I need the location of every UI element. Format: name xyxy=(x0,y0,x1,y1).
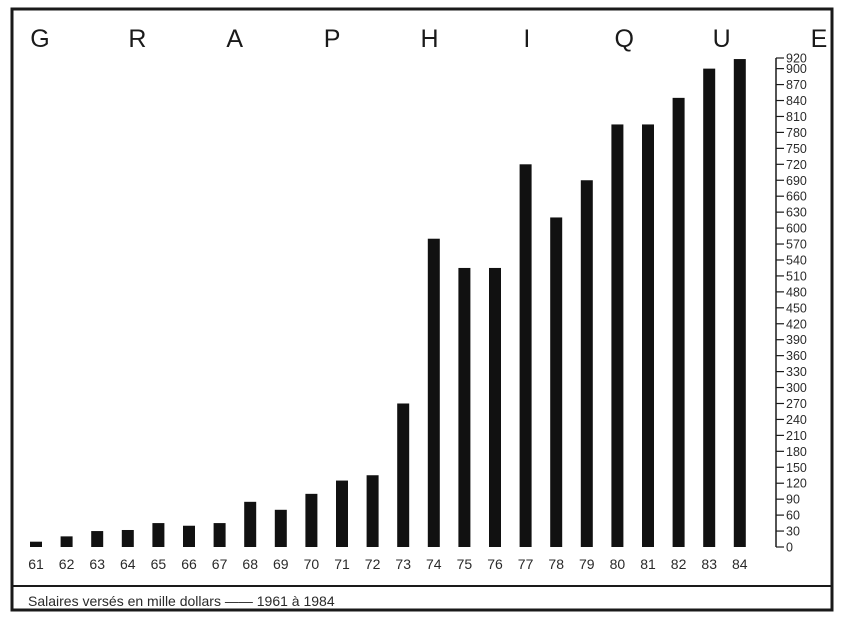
y-tick-label: 0 xyxy=(786,541,793,555)
y-tick-label: 480 xyxy=(786,285,807,299)
title-letter: U xyxy=(713,25,731,53)
x-tick-label: 80 xyxy=(610,556,626,572)
y-tick-label: 450 xyxy=(786,301,807,315)
x-tick-label: 74 xyxy=(426,556,442,572)
x-tick-label: 67 xyxy=(212,556,228,572)
y-tick-label: 300 xyxy=(786,381,807,395)
x-tick-label: 70 xyxy=(304,556,320,572)
bar-72 xyxy=(366,475,379,547)
y-tick-label: 150 xyxy=(786,461,807,475)
bar-62 xyxy=(60,536,73,547)
bar-68 xyxy=(244,501,257,547)
x-tick-label: 79 xyxy=(579,556,595,572)
x-tick-label: 72 xyxy=(365,556,381,572)
x-tick-label: 65 xyxy=(151,556,167,572)
bar-81 xyxy=(642,124,654,547)
x-tick-label: 84 xyxy=(732,556,748,572)
y-tick-label: 840 xyxy=(786,94,807,108)
x-tick-label: 75 xyxy=(457,556,473,572)
x-tick-label: 64 xyxy=(120,556,136,572)
x-tick-label: 68 xyxy=(242,556,258,572)
bar-69 xyxy=(274,509,287,547)
bar-71 xyxy=(336,480,348,547)
y-tick-label: 600 xyxy=(786,222,807,236)
y-tick-label: 870 xyxy=(786,78,807,92)
bar-77 xyxy=(519,164,532,547)
y-tick-label: 900 xyxy=(786,62,807,76)
y-tick-label: 90 xyxy=(786,493,800,507)
x-tick-label: 81 xyxy=(640,556,656,572)
bar-78 xyxy=(550,217,563,547)
y-tick-label: 330 xyxy=(786,365,807,379)
y-tick-label: 180 xyxy=(786,445,807,459)
title-letter: P xyxy=(324,25,341,53)
x-tick-label: 78 xyxy=(548,556,564,572)
bar-61 xyxy=(30,541,42,547)
y-tick-label: 510 xyxy=(786,269,807,283)
bar-79 xyxy=(580,180,593,547)
x-tick-label: 69 xyxy=(273,556,289,572)
bar-64 xyxy=(121,529,134,547)
bar-66 xyxy=(183,525,195,547)
y-tick-label: 920 xyxy=(786,52,807,66)
y-tick-label: 660 xyxy=(786,190,807,204)
bar-84 xyxy=(733,59,746,547)
y-tick-label: 750 xyxy=(786,142,807,156)
bar-73 xyxy=(397,403,410,547)
bar-63 xyxy=(91,531,104,547)
y-tick-label: 420 xyxy=(786,317,807,331)
y-tick-label: 120 xyxy=(786,477,807,491)
x-tick-labels: 61 62 63 64 65 66 67 68 69 70 71 72 73 74 75 76 77 78 79 80… xyxy=(28,556,748,572)
y-tick-label: 210 xyxy=(786,429,807,443)
y-tick-label: 30 xyxy=(786,525,800,539)
bars xyxy=(30,59,746,547)
bar-80 xyxy=(611,124,624,547)
x-tick-label: 83 xyxy=(701,556,717,572)
y-tick-label: 60 xyxy=(786,509,800,523)
title-letter: Q xyxy=(615,25,634,53)
x-tick-label: 73 xyxy=(395,556,411,572)
bar-75 xyxy=(458,267,471,547)
title-letter: E xyxy=(811,25,828,53)
x-tick-label: 76 xyxy=(487,556,503,572)
y-axis: 0 30 60 90 120 150 180 210 240 270 300 330 360 390 420… xyxy=(775,52,807,555)
y-tick-label: 570 xyxy=(786,238,807,252)
title-letter: I xyxy=(523,25,530,53)
bar-65 xyxy=(152,523,165,547)
bar-76 xyxy=(489,267,501,547)
y-tick-label: 540 xyxy=(786,253,807,267)
title-letter: R xyxy=(128,25,146,53)
y-tick-label: 390 xyxy=(786,333,807,347)
bar-67 xyxy=(213,523,226,547)
y-tick-label: 270 xyxy=(786,397,807,411)
bar-82 xyxy=(672,97,685,547)
x-tick-label: 62 xyxy=(59,556,75,572)
x-tick-label: 71 xyxy=(334,556,350,572)
x-tick-label: 82 xyxy=(671,556,687,572)
chart-caption: Salaires versés en mille dollars —— 1961… xyxy=(28,593,335,609)
bar-74 xyxy=(427,238,440,547)
y-tick-label: 810 xyxy=(786,110,807,124)
y-tick-label: 360 xyxy=(786,349,807,363)
y-tick-label: 690 xyxy=(786,174,807,188)
y-tick-label: 780 xyxy=(786,126,807,140)
chart-border xyxy=(10,7,834,612)
x-tick-label: 61 xyxy=(28,556,44,572)
title-letter: G xyxy=(30,25,49,53)
x-tick-label: 66 xyxy=(181,556,197,572)
title-letter: A xyxy=(226,25,243,53)
y-tick-label: 240 xyxy=(786,413,807,427)
x-tick-label: 63 xyxy=(89,556,105,572)
x-tick-label: 77 xyxy=(518,556,534,572)
y-tick-label: 720 xyxy=(786,158,807,172)
bar-83 xyxy=(703,68,716,547)
title-letter: H xyxy=(420,25,438,53)
y-tick-label: 630 xyxy=(786,206,807,220)
bar-70 xyxy=(305,493,318,547)
